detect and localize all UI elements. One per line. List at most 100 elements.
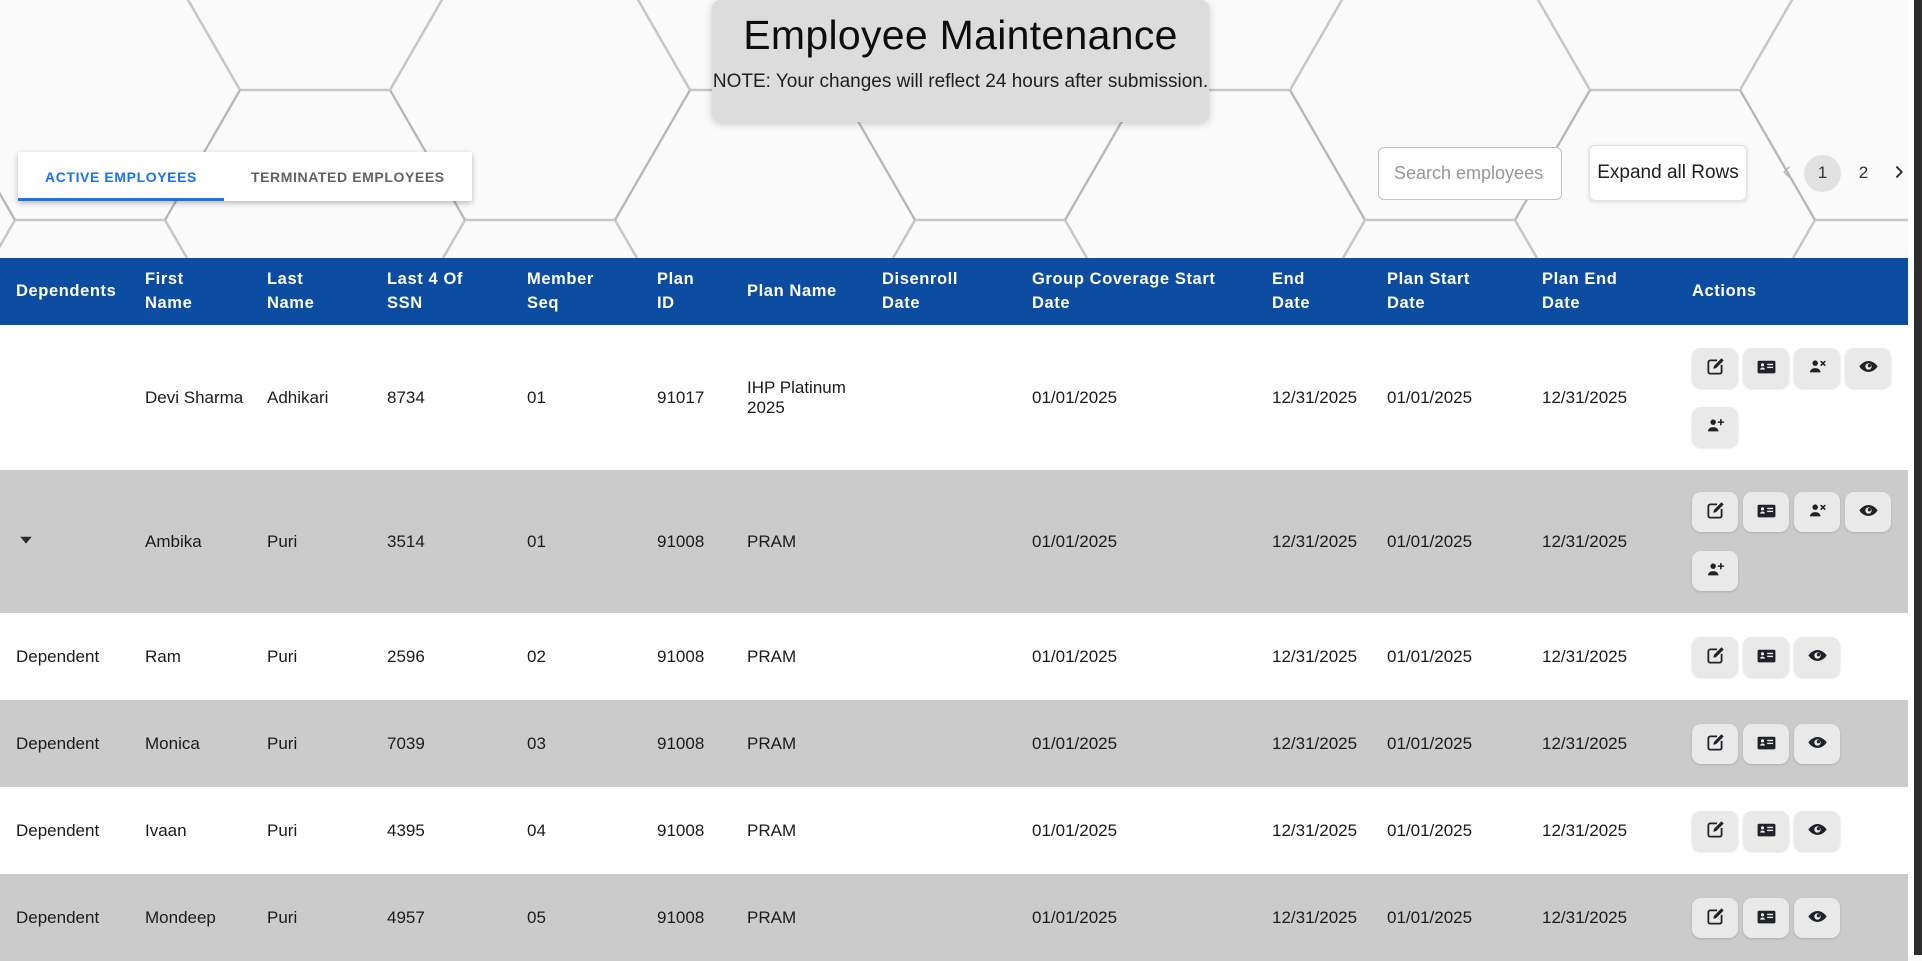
edit-button[interactable] <box>1692 724 1738 764</box>
actions-cell <box>1680 724 1908 764</box>
end-date-cell: 12/31/2025 <box>1260 908 1375 928</box>
table-row: Ambika Puri 3514 01 91008 PRAM 01/01/202… <box>0 470 1908 613</box>
member-seq-cell: 03 <box>515 734 645 754</box>
column-header-ssn-last4: Last 4 Of SSN <box>375 268 515 316</box>
member-seq-cell: 04 <box>515 821 645 841</box>
employee-tabs: ACTIVE EMPLOYEES TERMINATED EMPLOYEES <box>18 152 472 201</box>
plan-id-cell: 91008 <box>645 821 735 841</box>
view-button[interactable] <box>1794 898 1840 938</box>
first-name-cell: Mondeep <box>133 908 255 928</box>
page-1-button[interactable]: 1 <box>1804 155 1841 192</box>
plan-start-date-cell: 01/01/2025 <box>1375 734 1530 754</box>
employees-table: Dependents First Name Last Name Last 4 O… <box>0 258 1908 961</box>
edit-icon <box>1705 732 1726 756</box>
edit-icon <box>1705 356 1726 380</box>
id-card-icon <box>1756 819 1777 843</box>
add-dependent-button[interactable] <box>1692 551 1738 591</box>
ssn-last4-cell: 4957 <box>375 908 515 928</box>
plan-id-cell: 91008 <box>645 734 735 754</box>
table-row: Dependent Mondeep Puri 4957 05 91008 PRA… <box>0 874 1908 961</box>
edit-button[interactable] <box>1692 637 1738 677</box>
expand-all-rows-button[interactable]: Expand all Rows <box>1589 145 1747 201</box>
group-coverage-start-date-cell: 01/01/2025 <box>1020 388 1260 408</box>
ssn-last4-cell: 3514 <box>375 532 515 552</box>
id-card-button[interactable] <box>1743 898 1789 938</box>
eye-icon <box>1807 732 1828 756</box>
remove-dependent-button[interactable] <box>1794 348 1840 388</box>
pagination: 1 2 <box>1772 145 1914 201</box>
end-date-cell: 12/31/2025 <box>1260 734 1375 754</box>
first-name-cell: Ambika <box>133 532 255 552</box>
view-button[interactable] <box>1794 637 1840 677</box>
plan-id-cell: 91008 <box>645 908 735 928</box>
ssn-last4-cell: 2596 <box>375 647 515 667</box>
table-row: Dependent Monica Puri 7039 03 91008 PRAM… <box>0 700 1908 787</box>
collapse-dependents-button[interactable] <box>16 530 36 553</box>
last-name-cell: Puri <box>255 647 375 667</box>
id-card-icon <box>1756 645 1777 669</box>
last-name-cell: Puri <box>255 734 375 754</box>
id-card-button[interactable] <box>1743 348 1789 388</box>
plan-name-cell: PRAM <box>735 908 870 928</box>
table-row: Dependent Ram Puri 2596 02 91008 PRAM 01… <box>0 613 1908 700</box>
id-card-button[interactable] <box>1743 492 1789 532</box>
column-header-last-name: Last Name <box>255 268 375 316</box>
group-coverage-start-date-cell: 01/01/2025 <box>1020 821 1260 841</box>
column-header-first-name: First Name <box>133 268 255 316</box>
ssn-last4-cell: 7039 <box>375 734 515 754</box>
dependents-cell: Dependent <box>0 908 133 928</box>
eye-icon <box>1858 356 1879 380</box>
table-row: Dependent Ivaan Puri 4395 04 91008 PRAM … <box>0 787 1908 874</box>
id-card-icon <box>1756 732 1777 756</box>
view-button[interactable] <box>1845 492 1891 532</box>
person-x-icon <box>1807 356 1828 380</box>
previous-page-button[interactable] <box>1772 155 1802 191</box>
plan-id-cell: 91008 <box>645 647 735 667</box>
page-note: NOTE: Your changes will reflect 24 hours… <box>712 71 1209 93</box>
first-name-cell: Devi Sharma <box>133 388 255 408</box>
edit-button[interactable] <box>1692 492 1738 532</box>
end-date-cell: 12/31/2025 <box>1260 532 1375 552</box>
person-plus-icon <box>1705 559 1726 583</box>
view-button[interactable] <box>1794 811 1840 851</box>
plan-start-date-cell: 01/01/2025 <box>1375 532 1530 552</box>
group-coverage-start-date-cell: 01/01/2025 <box>1020 908 1260 928</box>
group-coverage-start-date-cell: 01/01/2025 <box>1020 647 1260 667</box>
column-header-plan-id: Plan ID <box>645 268 735 316</box>
member-seq-cell: 05 <box>515 908 645 928</box>
chevron-left-icon <box>1779 164 1795 183</box>
add-dependent-button[interactable] <box>1692 407 1738 447</box>
last-name-cell: Puri <box>255 908 375 928</box>
dependents-cell: Dependent <box>0 647 133 667</box>
last-name-cell: Adhikari <box>255 388 375 408</box>
remove-dependent-button[interactable] <box>1794 492 1840 532</box>
actions-cell <box>1680 348 1908 447</box>
plan-end-date-cell: 12/31/2025 <box>1530 647 1680 667</box>
actions-cell <box>1680 898 1908 938</box>
id-card-button[interactable] <box>1743 637 1789 677</box>
search-input[interactable] <box>1378 147 1562 200</box>
plan-end-date-cell: 12/31/2025 <box>1530 908 1680 928</box>
id-card-button[interactable] <box>1743 724 1789 764</box>
end-date-cell: 12/31/2025 <box>1260 821 1375 841</box>
plan-name-cell: PRAM <box>735 647 870 667</box>
scrollbar-thumb[interactable] <box>1914 0 1922 955</box>
tab-terminated-employees[interactable]: TERMINATED EMPLOYEES <box>224 152 472 201</box>
tab-active-employees[interactable]: ACTIVE EMPLOYEES <box>18 152 224 201</box>
edit-button[interactable] <box>1692 898 1738 938</box>
plan-name-cell: IHP Platinum 2025 <box>735 378 870 418</box>
edit-icon <box>1705 645 1726 669</box>
edit-button[interactable] <box>1692 348 1738 388</box>
first-name-cell: Ivaan <box>133 821 255 841</box>
member-seq-cell: 01 <box>515 388 645 408</box>
id-card-button[interactable] <box>1743 811 1789 851</box>
column-header-disenroll-date: Disenroll Date <box>870 268 1020 316</box>
view-button[interactable] <box>1845 348 1891 388</box>
column-header-member-seq: Member Seq <box>515 268 645 316</box>
page-2-button[interactable]: 2 <box>1845 155 1882 192</box>
column-header-plan-end-date: Plan End Date <box>1530 268 1680 316</box>
chevron-right-icon <box>1891 164 1907 183</box>
edit-button[interactable] <box>1692 811 1738 851</box>
view-button[interactable] <box>1794 724 1840 764</box>
edit-icon <box>1705 819 1726 843</box>
